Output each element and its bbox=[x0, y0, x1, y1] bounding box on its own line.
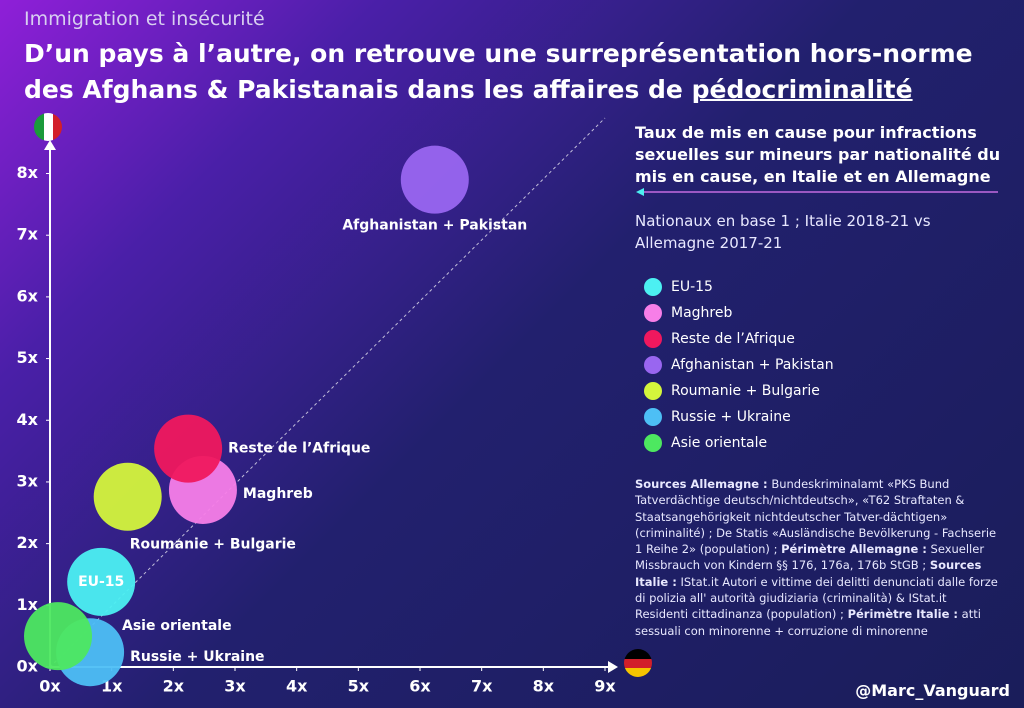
legend-swatch bbox=[644, 304, 662, 322]
bubble bbox=[24, 602, 93, 671]
panel-arrow bbox=[636, 188, 644, 196]
source-label: Sources Allemagne : bbox=[635, 477, 768, 491]
bubble-label: Russie + Ukraine bbox=[130, 649, 264, 665]
bubble bbox=[93, 462, 162, 531]
source-text: atti sessuali con minorenne + corruzione… bbox=[635, 607, 981, 638]
title: D’un pays à l’autre, on retrouve une sur… bbox=[24, 36, 1004, 108]
sources: Sources Allemagne : Bundeskriminalamt «P… bbox=[635, 476, 1000, 639]
source-text: IStat.it Autori e vittime dei delitti de… bbox=[635, 574, 998, 622]
y-tick-label: 5x bbox=[17, 348, 39, 367]
source-label: Périmètre Allemagne : bbox=[781, 542, 927, 557]
legend-label: Maghreb bbox=[671, 305, 732, 321]
source-text: Bundeskriminalamt «PKS Bund Tatverdächti… bbox=[635, 477, 997, 557]
x-tick-label: 4x bbox=[286, 677, 308, 696]
legend-swatch bbox=[644, 382, 662, 400]
legend-swatch bbox=[644, 330, 662, 348]
header: Immigration et insécurité bbox=[24, 8, 265, 30]
legend-label: Afghanistan + Pakistan bbox=[671, 357, 834, 373]
source-label: Périmètre Italie : bbox=[847, 607, 958, 622]
source-text: Sexueller Missbrauch von Kindern §§ 176,… bbox=[635, 542, 985, 573]
bubble-label: Roumanie + Bulgarie bbox=[130, 537, 296, 553]
x-tick-label: 9x bbox=[594, 677, 616, 696]
bubble bbox=[154, 414, 223, 483]
x-tick-label: 8x bbox=[533, 677, 555, 696]
panel-title: Taux de mis en cause pour infractions se… bbox=[635, 123, 1001, 186]
flag-germany bbox=[624, 649, 652, 677]
subtitle: Nationaux en base 1 ; Italie 2018-21 vs … bbox=[635, 212, 931, 252]
x-tick-label: 0x bbox=[39, 677, 61, 696]
bubble bbox=[400, 145, 469, 214]
bubble-label: Reste de l’Afrique bbox=[228, 441, 370, 457]
y-tick-label: 7x bbox=[17, 225, 39, 244]
legend-label: Reste de l’Afrique bbox=[671, 331, 795, 347]
y-tick-label: 2x bbox=[17, 533, 39, 552]
legend-swatch bbox=[644, 434, 662, 452]
y-arrow bbox=[44, 140, 56, 150]
bubble-label: Asie orientale bbox=[122, 618, 232, 634]
y-tick-label: 8x bbox=[17, 163, 39, 182]
handle: @Marc_Vanguard bbox=[855, 681, 1010, 700]
legend-label: Russie + Ukraine bbox=[671, 409, 791, 425]
source-label: Sources Italie : bbox=[635, 558, 982, 589]
y-tick-label: 4x bbox=[17, 410, 39, 429]
x-tick-label: 2x bbox=[163, 677, 185, 696]
legend-swatch bbox=[644, 278, 662, 296]
parity-line bbox=[49, 117, 606, 668]
x-tick-label: 6x bbox=[409, 677, 431, 696]
legend-swatch bbox=[644, 356, 662, 374]
y-tick-label: 1x bbox=[17, 595, 39, 614]
legend-label: Roumanie + Bulgarie bbox=[671, 383, 820, 399]
y-tick-label: 0x bbox=[17, 657, 39, 676]
x-tick-label: 3x bbox=[224, 677, 246, 696]
legend-label: EU-15 bbox=[671, 279, 713, 295]
title-emphasis: pédocriminalité bbox=[691, 75, 913, 104]
bubble bbox=[67, 547, 136, 616]
title-text: D’un pays à l’autre, on retrouve une sur… bbox=[24, 39, 973, 104]
legend-swatch bbox=[644, 408, 662, 426]
legend-label: Asie orientale bbox=[671, 435, 767, 451]
bubble-label: Afghanistan + Pakistan bbox=[342, 218, 527, 234]
flag-italy bbox=[34, 113, 62, 141]
x-tick-label: 5x bbox=[348, 677, 370, 696]
y-tick-label: 6x bbox=[17, 286, 39, 305]
x-tick-label: 7x bbox=[471, 677, 493, 696]
y-tick-label: 3x bbox=[17, 471, 39, 490]
bubble-label: Maghreb bbox=[243, 486, 313, 502]
bubble-label: EU-15 bbox=[78, 574, 124, 590]
x-arrow bbox=[608, 661, 618, 673]
